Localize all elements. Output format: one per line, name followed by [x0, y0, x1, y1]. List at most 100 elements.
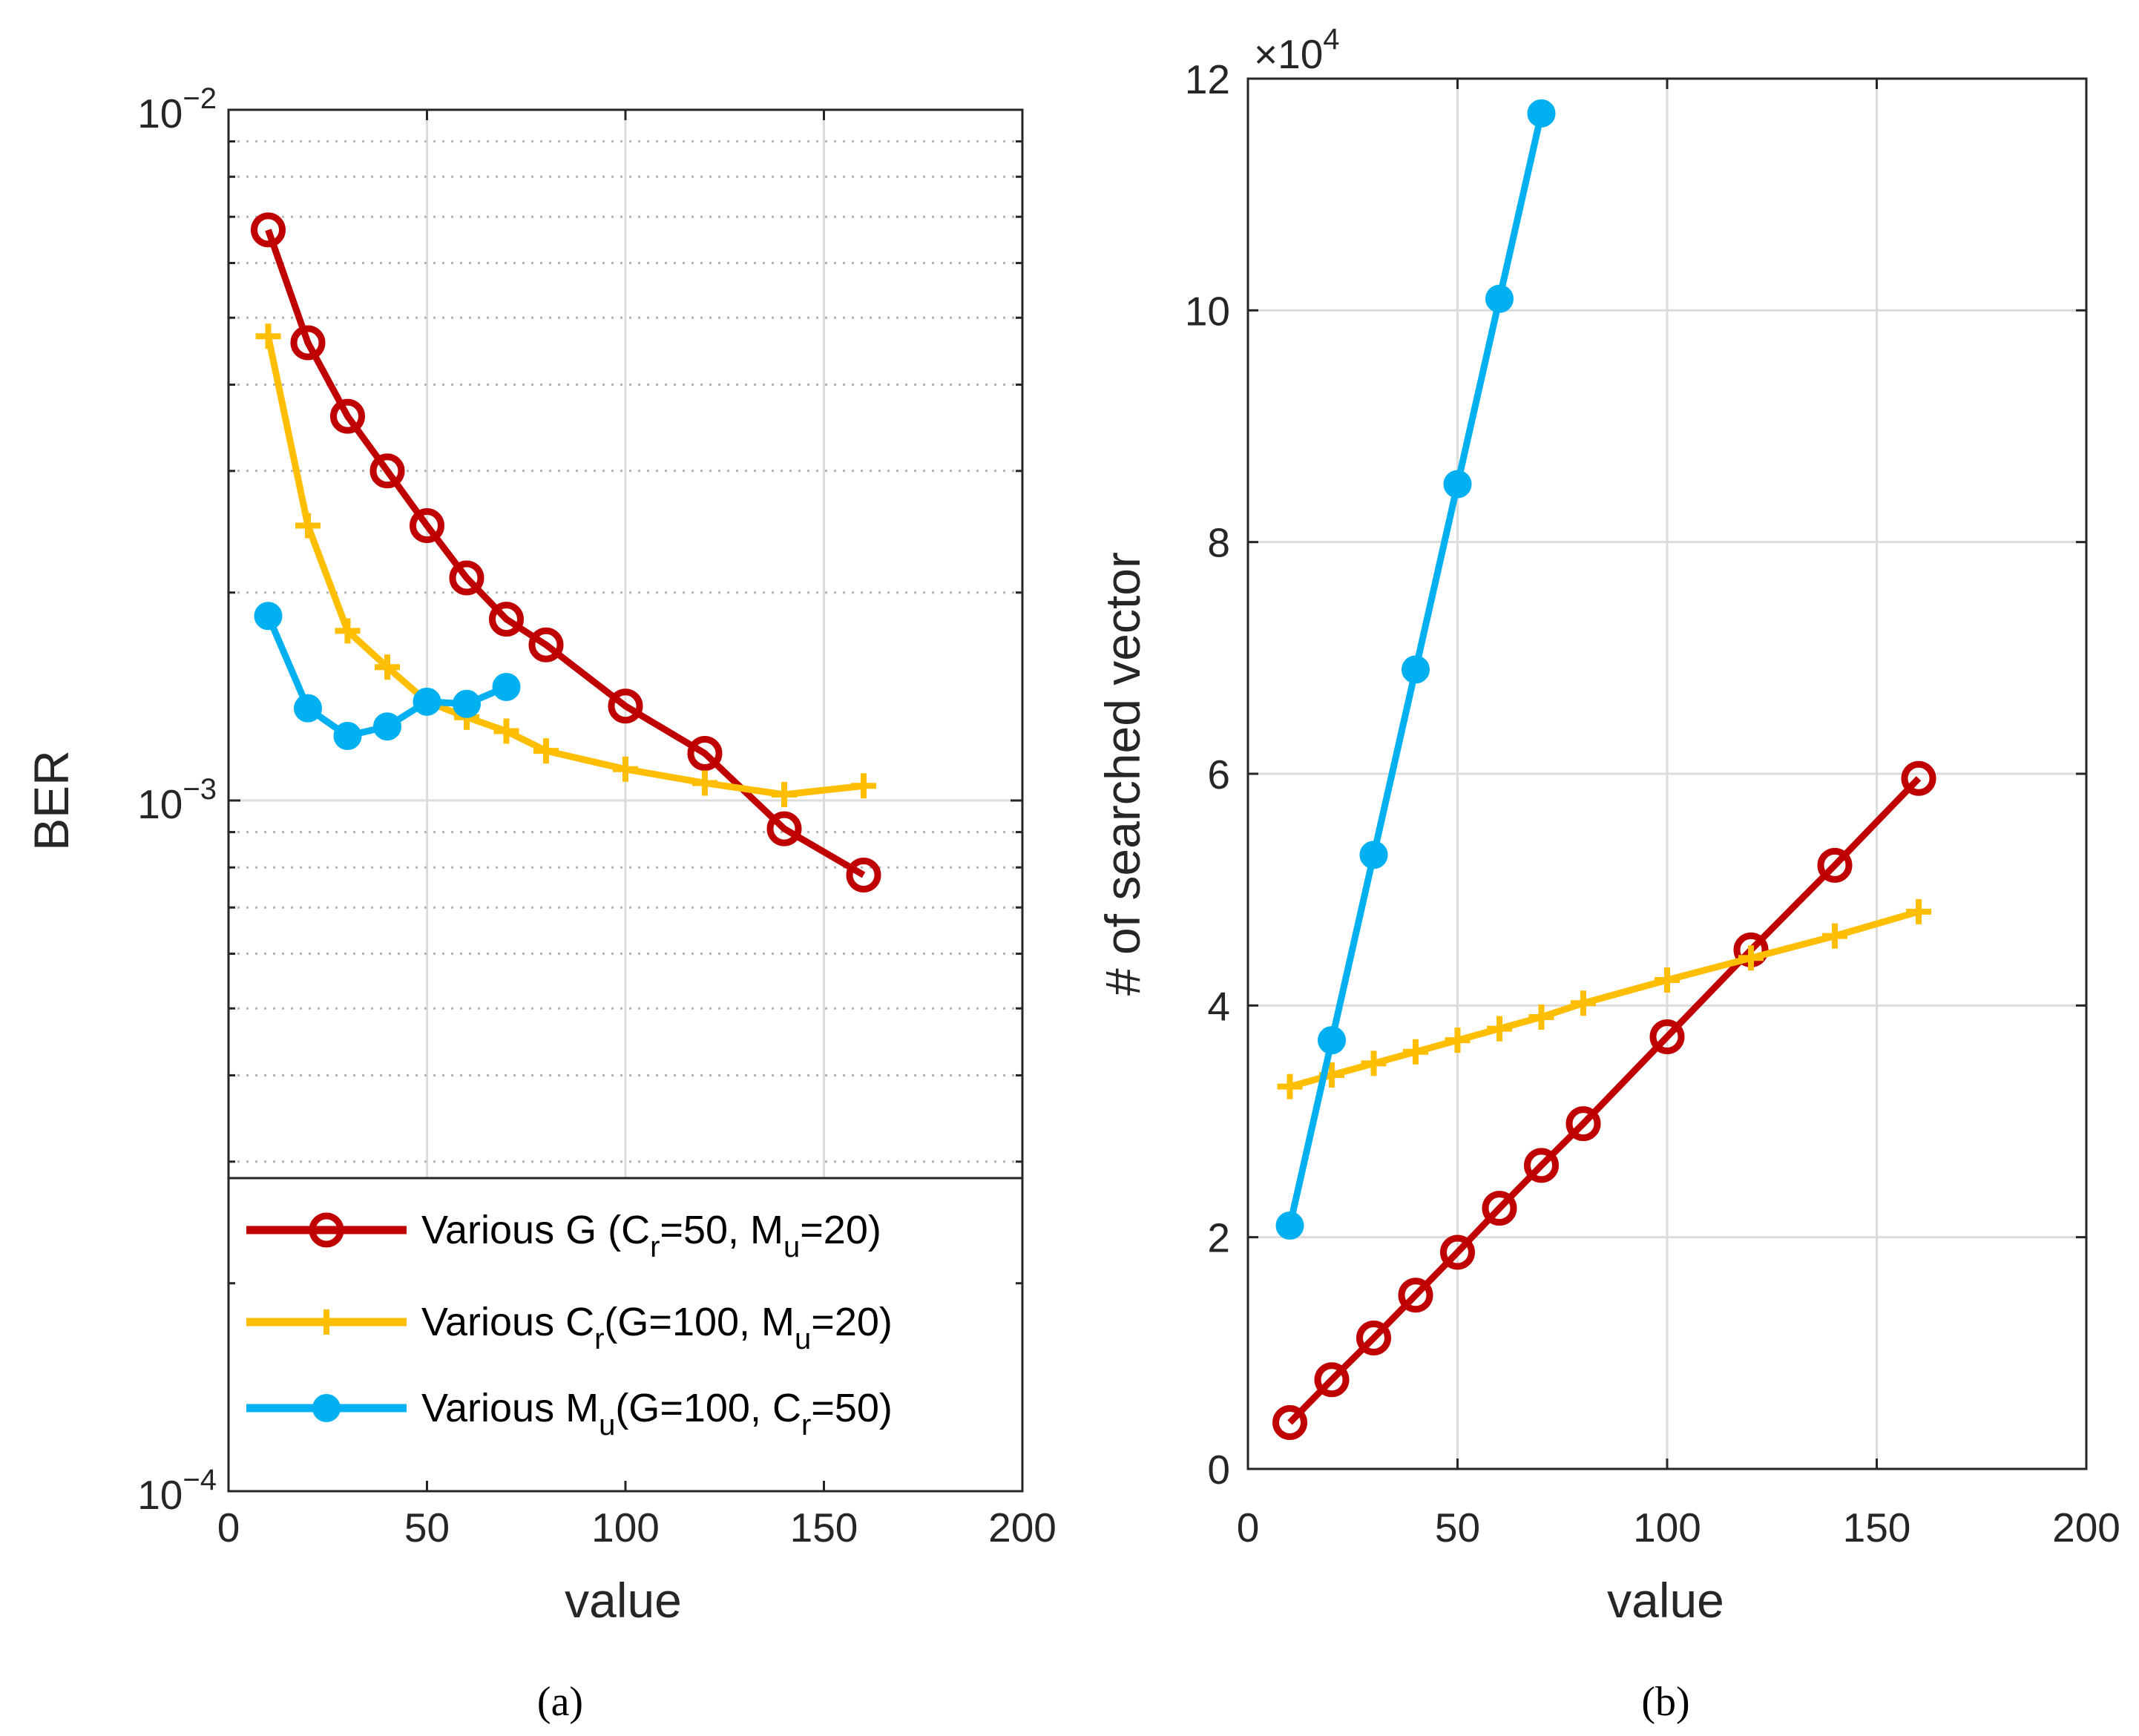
data-point — [369, 453, 405, 489]
y-tick-label: 4 — [1207, 983, 1230, 1029]
x-tick-label: 200 — [988, 1505, 1057, 1551]
data-point — [1571, 990, 1596, 1016]
y-tick-label: 8 — [1207, 520, 1230, 566]
y-tick-label: 10 — [1185, 288, 1230, 334]
data-point — [1445, 1028, 1471, 1053]
x-tick-label: 0 — [217, 1505, 240, 1551]
x-tick-label: 100 — [1633, 1505, 1701, 1551]
data-point — [251, 212, 286, 248]
data-point — [1822, 923, 1847, 949]
data-point — [1356, 1321, 1391, 1356]
data-point — [528, 627, 564, 662]
x-tick-label: 200 — [2052, 1505, 2120, 1551]
data-point — [1655, 967, 1680, 993]
series-various-g — [1272, 760, 1936, 1441]
data-point — [1398, 1278, 1433, 1313]
data-point — [1738, 945, 1764, 971]
data-point — [330, 398, 365, 434]
data-point — [1277, 1074, 1303, 1099]
y-tick-label: 2 — [1207, 1215, 1230, 1261]
x-tick-label: 0 — [1237, 1505, 1260, 1551]
data-point — [1527, 99, 1556, 128]
data-point — [533, 738, 559, 764]
legend-label: Various Mu(G=100, Cr=50) — [421, 1386, 893, 1441]
legend-entry-various-mu: Various Mu(G=100, Cr=50) — [246, 1386, 893, 1441]
legend-label: Various G (Cr=50, Mu=20) — [421, 1208, 881, 1263]
legend-marker — [314, 1309, 339, 1335]
data-point — [290, 325, 326, 361]
x-axis-label: value — [565, 1573, 682, 1628]
data-point — [335, 618, 361, 644]
y-tick-label: 0 — [1207, 1447, 1230, 1493]
y-axis-label: # of searched vector — [1095, 552, 1150, 996]
data-point — [1649, 1019, 1685, 1054]
data-point — [373, 712, 401, 741]
data-point — [1524, 1148, 1559, 1183]
data-point — [1485, 284, 1514, 313]
series-line — [265, 335, 864, 798]
data-point — [692, 770, 717, 796]
data-point — [1314, 1362, 1350, 1398]
legend-entry-various-cr: Various Cr(G=100, Mu=20) — [246, 1300, 893, 1355]
series-various-cr — [255, 323, 876, 807]
data-point — [489, 602, 524, 637]
data-point — [1443, 470, 1472, 499]
panel-b-searched-vector-chart: 0 50 100 150 200 0 2 4 6 8 10 12 ×104 value # of searc… — [1095, 23, 2120, 1725]
x-tick-label: 100 — [591, 1505, 660, 1551]
data-point — [295, 513, 321, 539]
series-various-cr — [1277, 898, 1931, 1099]
data-point — [1487, 1016, 1512, 1042]
legend-entry-various-g: Various G (Cr=50, Mu=20) — [246, 1208, 881, 1263]
legend-marker — [312, 1394, 341, 1422]
data-point — [1318, 1026, 1346, 1055]
data-point — [1403, 1039, 1428, 1065]
data-point — [1817, 847, 1853, 883]
y-tick-label: 10−3 — [137, 773, 217, 827]
data-point — [413, 687, 441, 716]
data-point — [333, 722, 362, 751]
y-tick-label: 6 — [1207, 752, 1230, 798]
data-point — [410, 508, 444, 544]
x-tick-label: 50 — [1435, 1505, 1480, 1551]
exponent-label: ×104 — [1254, 23, 1340, 77]
data-point — [608, 688, 643, 724]
series-various-mu — [1275, 99, 1556, 1240]
data-point — [1402, 655, 1430, 684]
series-various-g — [251, 212, 881, 892]
data-point — [687, 736, 723, 772]
data-point — [453, 689, 481, 718]
data-point — [493, 718, 519, 744]
data-point — [294, 694, 322, 723]
series-line — [1287, 776, 1922, 1425]
data-point — [766, 811, 802, 846]
caption-a: (a) — [537, 1679, 583, 1725]
data-point — [1901, 760, 1936, 796]
data-point — [1440, 1234, 1475, 1270]
data-point — [846, 857, 881, 892]
data-point — [1361, 1051, 1387, 1076]
data-point — [772, 781, 797, 807]
data-point — [1528, 1004, 1554, 1030]
y-tick-label: 12 — [1185, 56, 1230, 102]
data-point — [1482, 1191, 1517, 1226]
legend: Various G (Cr=50, Mu=20) Various Cr(G=100… — [227, 1177, 1024, 1493]
y-axis-label: BER — [24, 750, 79, 851]
x-tick-label: 150 — [790, 1505, 858, 1551]
y-tick-label: 10−4 — [137, 1464, 217, 1518]
data-point — [851, 773, 876, 799]
caption-b: (b) — [1641, 1679, 1689, 1725]
data-point — [1272, 1405, 1307, 1441]
x-tick-label: 150 — [1843, 1505, 1911, 1551]
data-point — [254, 602, 283, 631]
series-various-mu — [254, 602, 521, 751]
panel-a-ber-chart: Various G (Cr=50, Mu=20) Various Cr(G=100… — [24, 82, 1057, 1725]
legend-label: Various Cr(G=100, Mu=20) — [421, 1300, 893, 1355]
x-axis-label: value — [1607, 1573, 1724, 1628]
data-point — [449, 560, 484, 596]
data-point — [1565, 1106, 1601, 1142]
data-point — [1275, 1211, 1304, 1240]
data-point — [1359, 841, 1388, 869]
data-point — [1906, 898, 1931, 924]
data-point — [255, 323, 281, 349]
